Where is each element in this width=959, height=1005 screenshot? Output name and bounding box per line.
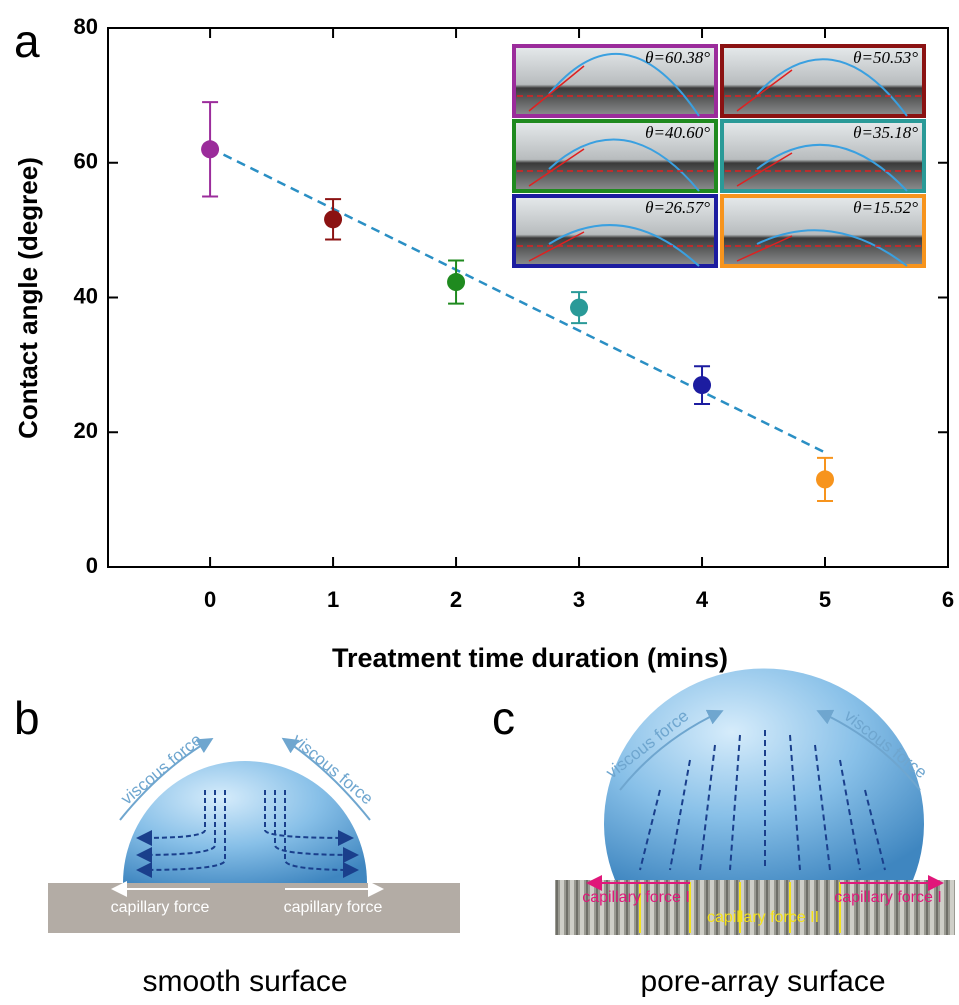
x-axis-title: Treatment time duration (mins)	[332, 643, 728, 673]
tangent	[736, 235, 793, 262]
point	[324, 210, 343, 229]
x-tick-label: 3	[573, 587, 585, 612]
force-label: capillary force II	[707, 909, 819, 926]
substrate	[555, 880, 955, 935]
droplet	[123, 761, 367, 883]
insets: θ=60.38° θ=50.53° θ=40.60° θ=35.18° θ=26.57°…	[512, 44, 926, 268]
point	[447, 273, 466, 292]
panel-c: viscous force viscous force capillary fo…	[555, 668, 955, 998]
tangent	[736, 152, 793, 187]
drop-outline	[756, 58, 908, 117]
y-tick-label: 20	[74, 418, 98, 443]
inset-label: θ=60.38°	[645, 48, 710, 67]
tangent	[736, 69, 793, 112]
force-label: capillary force I	[834, 889, 942, 906]
fit-line	[209, 146, 826, 454]
x-tick-label: 0	[204, 587, 216, 612]
drop-outline	[756, 143, 908, 192]
y-tick-label: 40	[74, 283, 98, 308]
point	[693, 376, 712, 395]
inset-label: θ=40.60°	[645, 123, 710, 142]
x-tick-label: 1	[327, 587, 339, 612]
panel-label: a	[14, 15, 40, 67]
force-label: capillary force	[111, 899, 210, 916]
inset-image	[512, 194, 718, 268]
tangent	[528, 65, 585, 112]
force-label: capillary force	[284, 899, 383, 916]
y-tick-label: 60	[74, 149, 98, 174]
x-tick-label: 2	[450, 587, 462, 612]
tangent	[528, 148, 585, 187]
x-tick-label: 4	[696, 587, 709, 612]
inset-image	[512, 119, 718, 193]
drop-outline	[548, 224, 700, 267]
point	[816, 470, 835, 489]
drop-outline	[548, 52, 700, 117]
inset-image	[720, 44, 926, 118]
panel-label: b	[14, 692, 40, 744]
x-tick-label: 6	[942, 587, 954, 612]
inset-image	[512, 44, 718, 118]
inset-image	[720, 119, 926, 193]
point	[570, 298, 589, 317]
inset-label: θ=15.52°	[853, 198, 918, 217]
y-axis-title: Contact angle (degree)	[13, 157, 43, 439]
point	[201, 140, 220, 159]
inset-label: θ=35.18°	[853, 123, 918, 142]
inset-label: θ=26.57°	[645, 198, 710, 217]
panel-b: viscous force viscous force capillary fo…	[48, 730, 460, 998]
drop-outline	[756, 229, 908, 267]
caption: smooth surface	[142, 965, 347, 998]
y-tick-label: 80	[74, 14, 98, 39]
tangent	[528, 231, 585, 262]
inset-label: θ=50.53°	[853, 48, 918, 67]
y-tick-label: 0	[86, 553, 98, 578]
x-tick-label: 5	[819, 587, 831, 612]
caption: pore-array surface	[640, 965, 885, 998]
force-label: capillary force I	[582, 889, 690, 906]
panel-label: c	[492, 692, 515, 744]
